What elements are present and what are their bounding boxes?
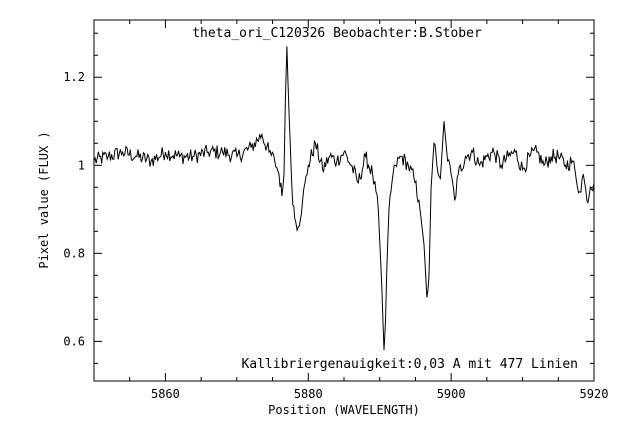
chart-title: theta_ori_C120326 Beobachter:B.Stober (192, 26, 482, 41)
x-tick-label: 5920 (580, 387, 609, 401)
y-axis-label: Pixel value (FLUX ) (37, 131, 51, 268)
y-tick-label: 0.8 (63, 246, 85, 260)
axis-ticks (93, 20, 595, 381)
x-tick-label: 5860 (151, 387, 180, 401)
x-tick-label: 5880 (294, 387, 323, 401)
calibration-annotation: Kallibriergenauigkeit:0,03 A mit 477 Lin… (241, 357, 578, 372)
y-tick-label: 1 (78, 158, 85, 172)
y-tick-label: 0.6 (63, 334, 85, 348)
flux-series-line (93, 46, 595, 351)
x-axis-label: Position (WAVELENGTH) (268, 403, 420, 417)
y-tick-label: 1.2 (63, 70, 85, 84)
x-tick-label: 5900 (437, 387, 466, 401)
axis-tick-labels: 5860 5880 5900 5920 0.6 0.8 1 1.2 (63, 70, 608, 401)
